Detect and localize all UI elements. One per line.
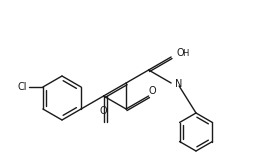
Text: O: O — [148, 86, 156, 96]
Text: O: O — [99, 106, 107, 116]
Text: O: O — [176, 48, 183, 58]
Text: N: N — [174, 79, 182, 89]
Text: H: H — [181, 48, 188, 58]
Text: Cl: Cl — [17, 82, 27, 92]
